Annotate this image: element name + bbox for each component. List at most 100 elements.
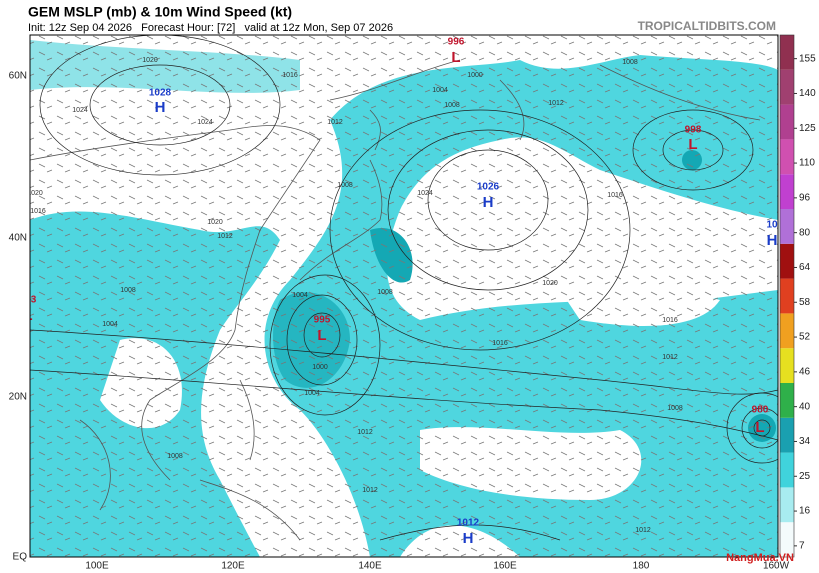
isobar-label: 1012 (327, 119, 343, 126)
isobar-label: 1020 (542, 280, 558, 287)
lat-label: 40N (9, 233, 27, 244)
center-kind: H (767, 232, 778, 249)
isobar-label: 1004 (304, 390, 320, 397)
colorbar-band (780, 417, 794, 453)
isobar-label: 1000 (312, 364, 328, 371)
center-pressure: 996 (448, 37, 465, 48)
colorbar-label: 140 (799, 88, 816, 99)
colorbar-band (780, 69, 794, 105)
title: GEM MSLP (mb) & 10m Wind Speed (kt) (28, 4, 292, 20)
coastlines (30, 59, 761, 541)
colorbar-label: 58 (799, 297, 811, 308)
center-kind: L (23, 307, 32, 324)
colorbar-band (780, 174, 794, 209)
colorbar-frame (779, 34, 795, 558)
colorbar-band (780, 348, 794, 383)
isobar-label: 1012 (362, 487, 378, 494)
colorbar-band (780, 487, 794, 523)
colorbar-band (780, 383, 794, 418)
colorbar-label: 96 (799, 193, 811, 204)
colorbar-label: 80 (799, 227, 811, 238)
colorbar-band (780, 139, 794, 175)
isobar-label: 1008 (444, 102, 460, 109)
colorbar-label: 110 (799, 158, 815, 169)
colorbar-label: 16 (799, 506, 811, 517)
isobar-label: 1008 (337, 182, 353, 189)
colorbar-band (780, 522, 794, 557)
lat-label: 20N (9, 392, 27, 403)
isobar-label: 1008 (667, 405, 683, 412)
isobar-label: 1008 (167, 453, 183, 460)
isobar-label: 1016 (282, 72, 298, 79)
isobar-label: 1012 (217, 233, 233, 240)
map-frame (29, 34, 779, 558)
colorbar-band (780, 278, 794, 314)
isobar-label: 1016 (30, 208, 46, 215)
colorbar-band (780, 104, 794, 140)
colorbar-label: 40 (799, 401, 811, 412)
isobar-label: 1012 (635, 527, 651, 534)
center-pressure: 995 (314, 315, 331, 326)
center-kind: H (155, 99, 166, 116)
center-pressure: 1026 (477, 182, 500, 193)
lon-label: 160E (493, 561, 517, 572)
center-pressure: 998 (685, 125, 702, 136)
lon-label: 120E (221, 561, 245, 572)
isobar-label: 1020 (27, 190, 43, 197)
center-kind: L (755, 419, 764, 436)
center-kind: L (317, 327, 326, 344)
source: TROPICALTIDBITS.COM (638, 19, 776, 33)
isobar-label: 1016 (662, 317, 678, 324)
colorbar-band (780, 243, 794, 279)
isobar-label: 1012 (548, 100, 564, 107)
isobar-label: 1004 (102, 321, 118, 328)
lon-label: 160W (763, 561, 790, 572)
center-pressure: 1028 (149, 88, 172, 99)
lon-label: 180 (633, 561, 650, 572)
isobar-label: 1024 (417, 190, 433, 197)
lat-label: 60N (9, 71, 27, 82)
center-kind: L (688, 136, 697, 153)
isobar-label: 1008 (622, 59, 638, 66)
colorbar-label: 46 (799, 367, 811, 378)
colorbar-label: 52 (799, 332, 811, 343)
colorbar-band (780, 452, 794, 488)
center-pressure: 1012 (457, 518, 480, 529)
isobar-label: 1024 (72, 107, 88, 114)
center-kind: H (463, 530, 474, 547)
colorbar-label: 25 (799, 471, 811, 482)
colorbar-label: 155 (799, 53, 816, 64)
lon-label: 140E (358, 561, 382, 572)
colorbar-label: 125 (799, 123, 816, 134)
isobar-label: 1020 (142, 57, 158, 64)
colorbar-label: 64 (799, 262, 811, 273)
isobar-label: 1004 (292, 292, 308, 299)
isobar-label: 1008 (377, 289, 393, 296)
isobar-label: 1008 (120, 287, 136, 294)
center-pressure: 10 (766, 220, 778, 231)
isobar-label: 1012 (357, 429, 373, 436)
isobar-label: 1016 (607, 192, 623, 199)
subtitle: Init: 12z Sep 04 2026 Forecast Hour: [72… (28, 22, 393, 34)
colorbar-band (780, 313, 794, 349)
isobar-label: 1024 (197, 119, 213, 126)
colorbar-label: 34 (799, 436, 811, 447)
isobar-label: 1004 (432, 87, 448, 94)
isobar-label: 1020 (207, 219, 223, 226)
center-pressure: 993 (20, 295, 37, 306)
watermark: NangMua.VN (726, 552, 794, 564)
lat-label: EQ (13, 552, 28, 563)
isobar-label: 1000 (467, 72, 483, 79)
lon-label: 100E (85, 561, 109, 572)
center-kind: L (451, 49, 460, 66)
colorbar-band (780, 209, 794, 244)
isobar-label: 1012 (662, 354, 678, 361)
center-pressure: 980 (752, 405, 769, 416)
colorbar-band (780, 35, 794, 70)
colorbar-label: 7 (799, 541, 805, 552)
isobars (30, 35, 778, 541)
colorbar: 7 16 25 34 40 46 52 58 64 80 96 110 125 140 155 (779, 34, 816, 558)
isobar-label: 1016 (492, 340, 508, 347)
